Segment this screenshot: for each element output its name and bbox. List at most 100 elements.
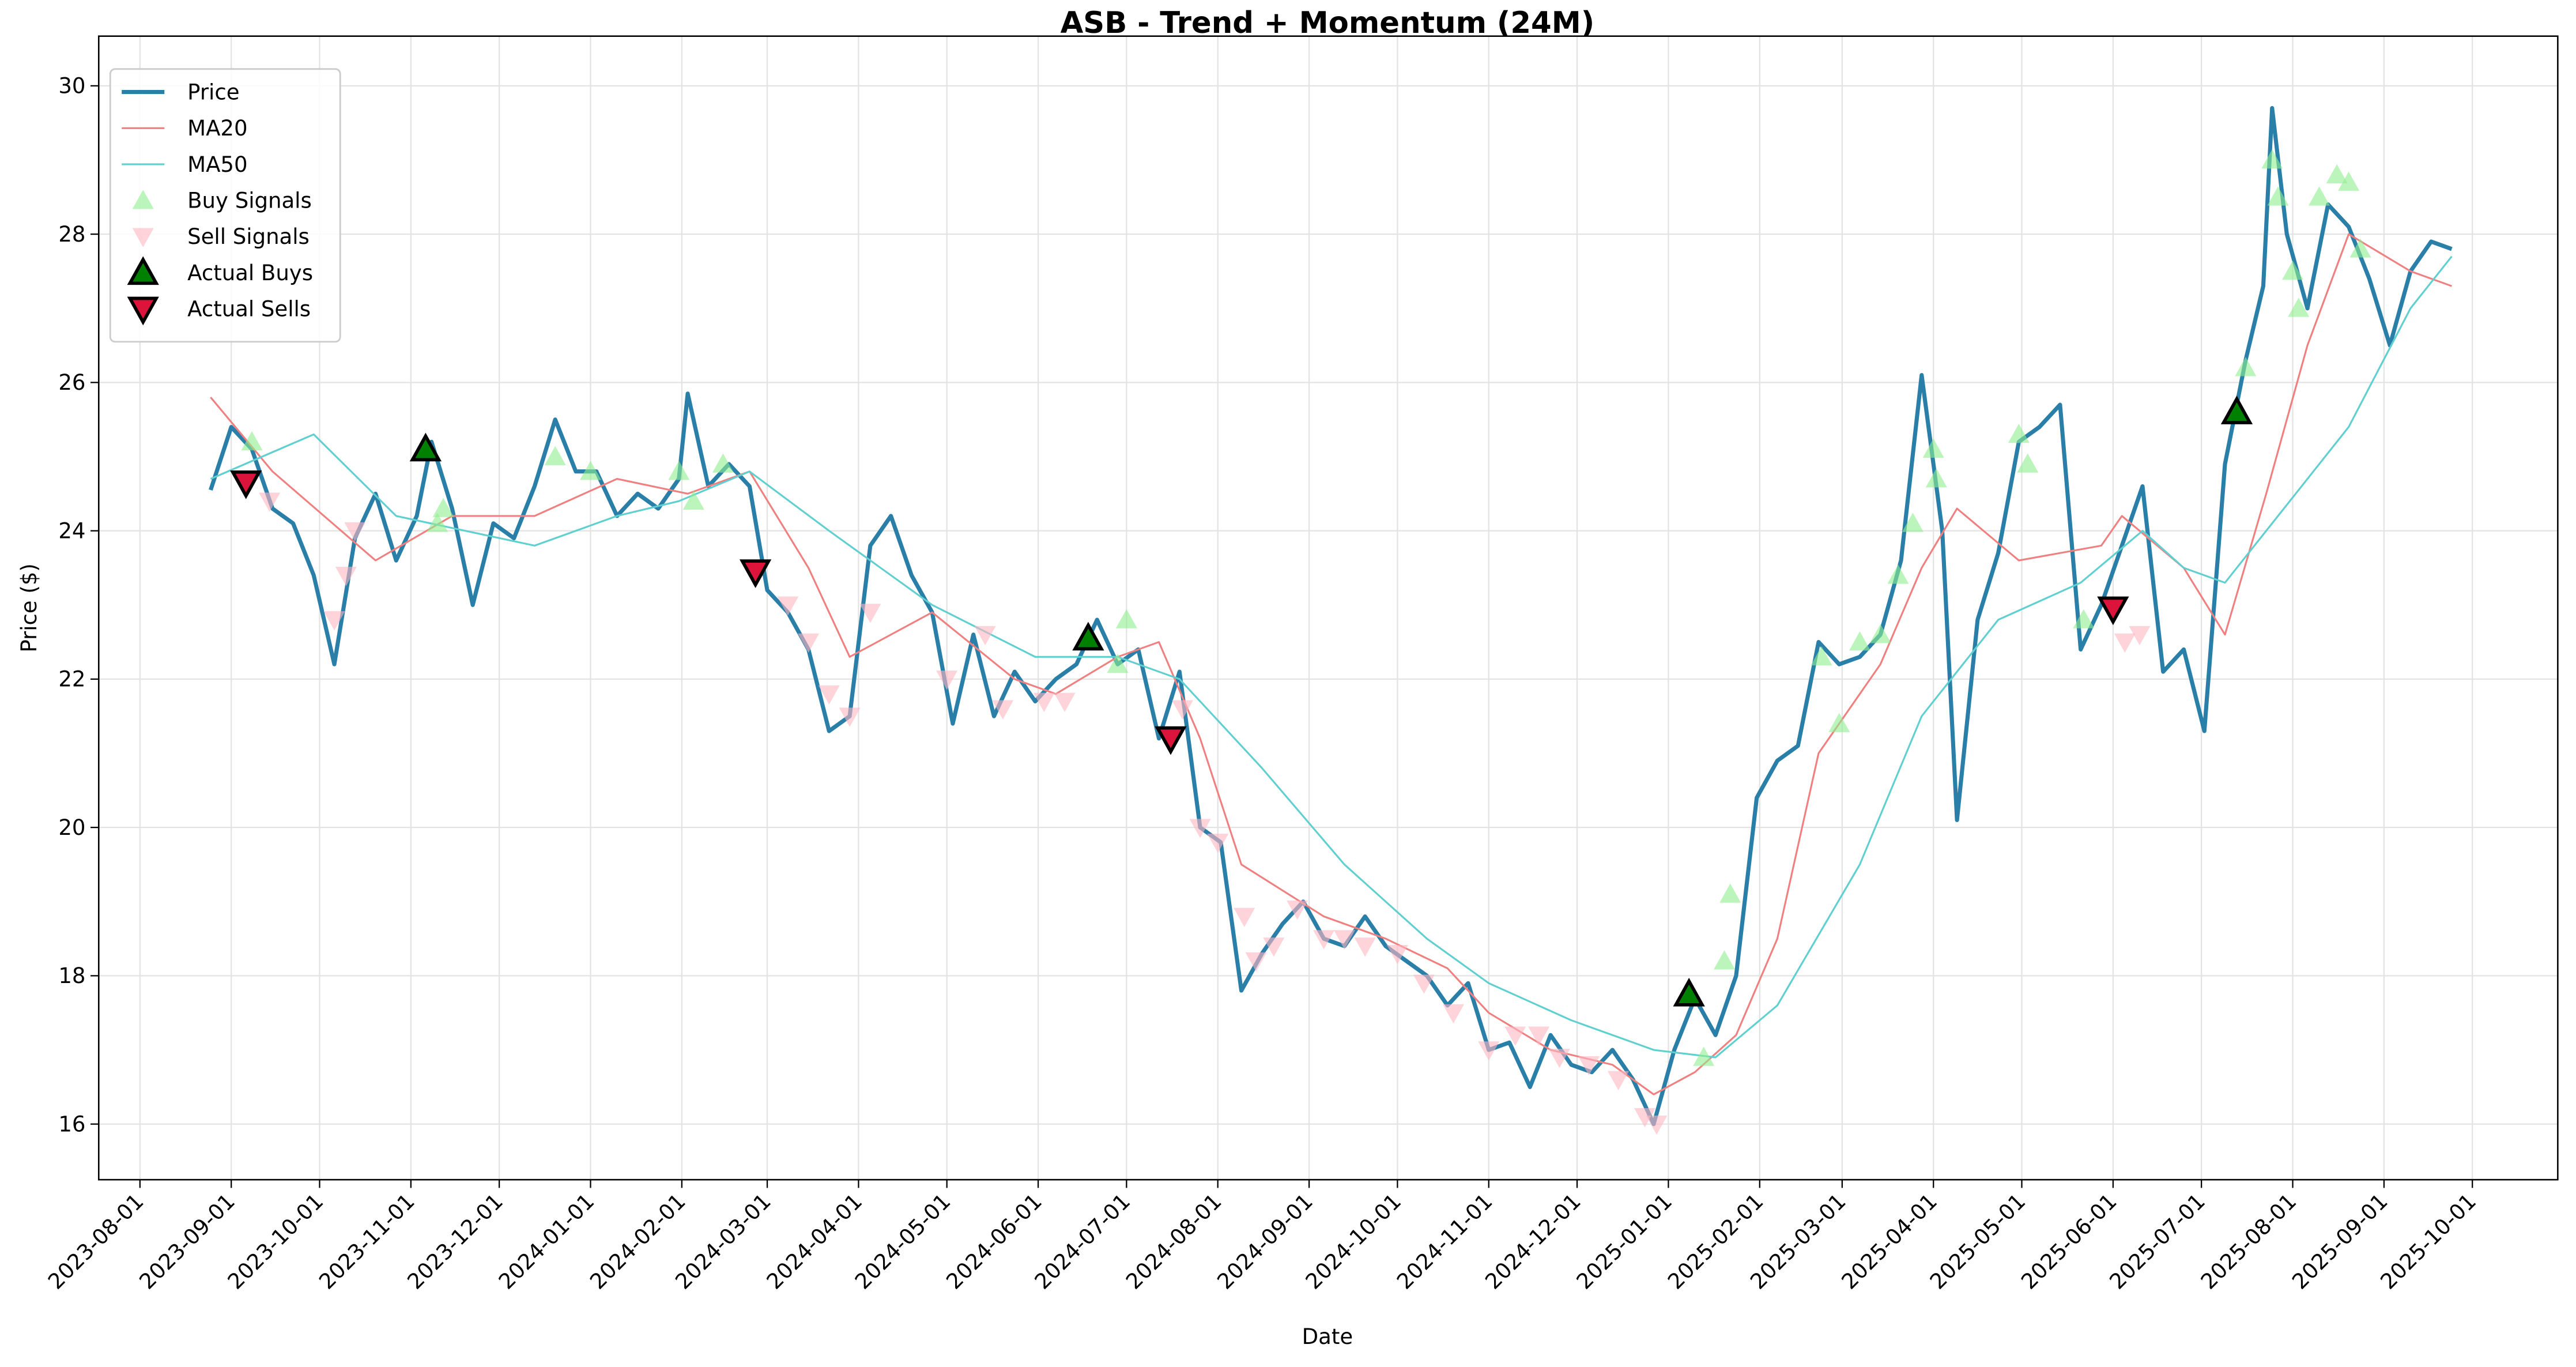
signal-marker (335, 566, 357, 586)
signal-marker (1849, 631, 1871, 651)
signal-marker (818, 685, 840, 705)
signal-marker (859, 604, 881, 623)
signal-marker (2008, 423, 2030, 443)
y-tick-label: 28 (58, 222, 85, 247)
signal-marker (1333, 930, 1355, 950)
legend-label: Sell Signals (187, 224, 310, 249)
legend-swatch (127, 256, 159, 285)
legend-swatch (127, 296, 159, 326)
legend-label: Actual Buys (187, 261, 313, 285)
signal-marker (1107, 653, 1129, 673)
trade-marker (230, 470, 262, 499)
signal-marker (2288, 297, 2310, 317)
signal-marker (1263, 937, 1285, 957)
signal-marker (1578, 1056, 1600, 1076)
signal-marker (2282, 260, 2304, 280)
signal-marker (323, 611, 345, 631)
legend-swatch (132, 228, 154, 247)
signal-marker (1713, 950, 1736, 970)
y-tick-label: 30 (58, 74, 85, 99)
y-tick-label: 18 (58, 963, 85, 988)
signal-marker (839, 707, 861, 727)
signal-marker (1828, 713, 1850, 732)
legend-label: MA20 (187, 116, 247, 141)
signal-marker (1478, 1041, 1500, 1061)
signal-marker (1548, 1049, 1570, 1068)
signal-marker (2261, 149, 2283, 169)
signal-marker (2235, 357, 2257, 376)
signal-marker (2326, 164, 2348, 184)
signal-marker (1646, 1115, 1668, 1135)
y-axis-label: Price ($) (17, 563, 42, 653)
signal-marker (1869, 624, 1891, 643)
chart-title: ASB - Trend + Momentum (24M) (1061, 6, 1595, 40)
x-axis-label: Date (1302, 1324, 1353, 1349)
signal-marker (798, 633, 820, 653)
signal-marker (1719, 883, 1741, 903)
signal-marker (2338, 171, 2360, 191)
signal-marker (1313, 930, 1335, 950)
trade-marker (2220, 396, 2253, 424)
signal-marker (1413, 974, 1435, 994)
signal-marker (1234, 907, 1255, 928)
signal-marker (712, 453, 734, 473)
signal-marker (579, 461, 602, 480)
signal-marker (974, 626, 996, 646)
signal-marker (2114, 633, 2136, 653)
y-tick-label: 20 (58, 815, 85, 840)
line-1 (210, 233, 2452, 1095)
line-2 (210, 255, 2453, 1059)
signal-marker (427, 513, 448, 532)
signal-marker (1442, 1004, 1464, 1024)
signal-marker (544, 446, 566, 465)
legend-box (109, 68, 341, 343)
plot-frame (97, 35, 2559, 1181)
signal-marker (1902, 513, 1923, 532)
legend-label: Actual Sells (187, 297, 311, 322)
legend-label: Price (187, 80, 239, 104)
trade-marker (1155, 726, 1187, 755)
signal-marker (2309, 186, 2330, 206)
legend-label: MA50 (187, 152, 247, 177)
y-tick-label: 22 (58, 667, 85, 692)
signal-marker (682, 490, 704, 510)
signal-marker (344, 522, 366, 542)
legend: Price MA20 MA50 Buy Signals Sell Signals Actu… (109, 68, 341, 343)
signal-marker (1189, 819, 1211, 838)
signal-marker (777, 596, 799, 616)
signal-marker (668, 461, 690, 480)
signal-marker (241, 431, 263, 451)
signal-marker (1634, 1108, 1656, 1128)
signal-marker (1171, 700, 1193, 720)
trade-marker (2097, 596, 2129, 626)
signal-marker (2349, 238, 2371, 258)
signal-marker (2017, 453, 2039, 473)
signal-marker (2129, 626, 2151, 646)
trade-marker (1673, 977, 1705, 1007)
signal-marker (936, 671, 958, 690)
signal-marker (1245, 952, 1267, 972)
trade-marker (1072, 622, 1104, 651)
signal-marker (1811, 646, 1832, 666)
signal-marker (1504, 1026, 1526, 1046)
signal-marker (1287, 900, 1308, 920)
signal-marker (1054, 692, 1076, 713)
signal-marker (1608, 1071, 1630, 1091)
signal-marker (432, 498, 454, 517)
signal-marker (1528, 1026, 1550, 1046)
signal-marker (1693, 1046, 1715, 1066)
y-tick-label: 26 (58, 370, 85, 395)
signal-marker (2267, 186, 2289, 206)
legend-label: Buy Signals (187, 188, 312, 213)
signal-marker (2073, 609, 2095, 628)
signal-marker (1386, 944, 1408, 965)
trade-marker (739, 559, 772, 589)
signal-marker (1925, 468, 1947, 488)
signal-marker (1354, 937, 1376, 957)
legend-swatch (132, 190, 154, 209)
signal-marker (1922, 438, 1944, 458)
signal-marker (1207, 834, 1229, 853)
signal-marker (992, 700, 1014, 720)
